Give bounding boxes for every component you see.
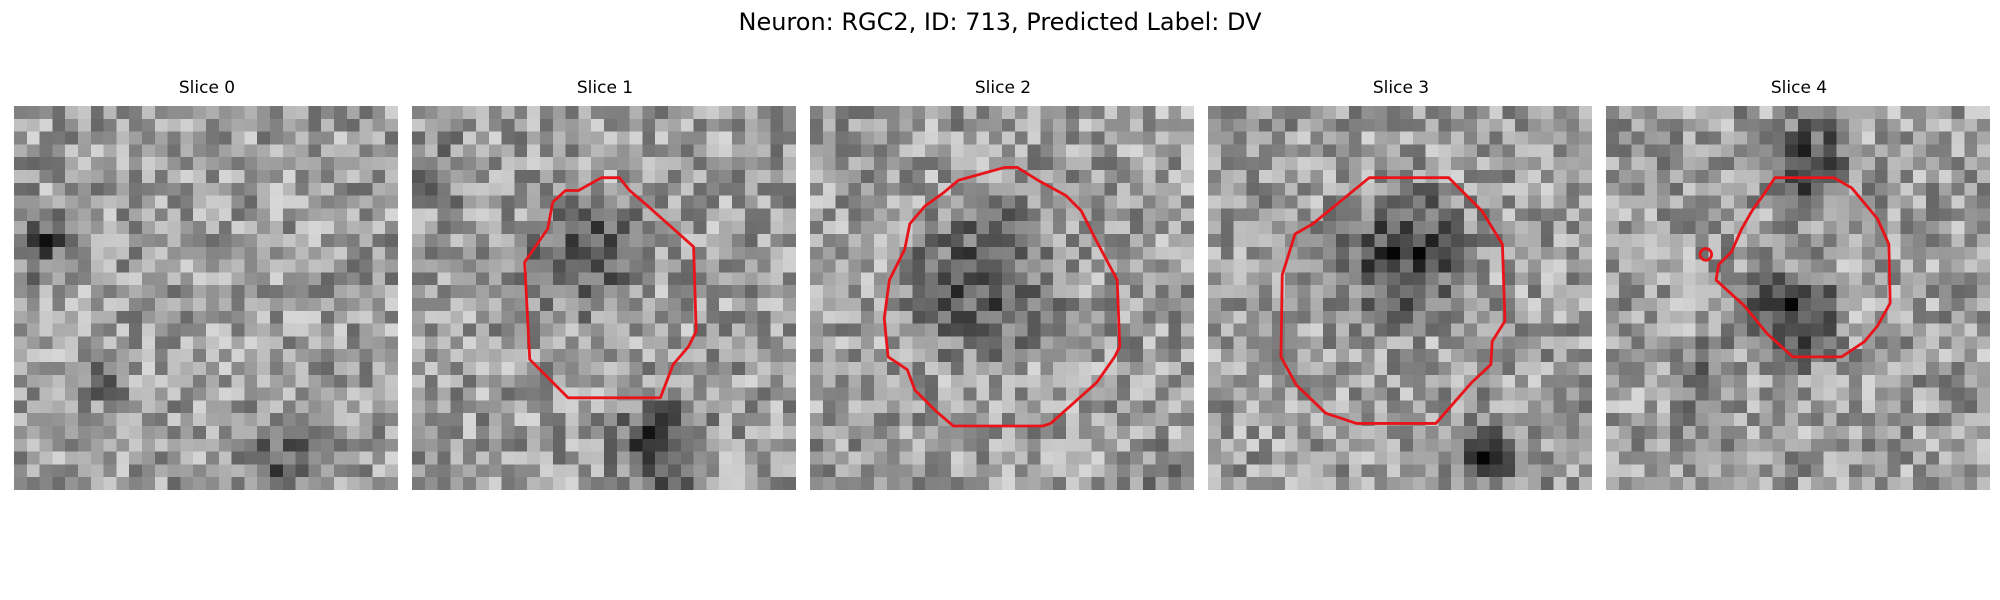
roi-contour: [882, 166, 1122, 428]
roi-contour: [523, 176, 698, 400]
slice-panel-4: Slice 4: [1606, 78, 1992, 490]
roi-contour: [1279, 176, 1507, 425]
slice-title: Slice 1: [576, 78, 634, 98]
slice-panel-0: Slice 0: [14, 78, 400, 490]
roi-contour-fragment: [1698, 247, 1714, 262]
slice-image: [412, 106, 796, 490]
slice-image: [14, 106, 398, 490]
slice-title: Slice 0: [178, 78, 236, 98]
slice-image: [1606, 106, 1990, 490]
slice-panel-3: Slice 3: [1208, 78, 1594, 490]
slice-panel-2: Slice 2: [810, 78, 1196, 490]
slice-title: Slice 4: [1770, 78, 1828, 98]
figure-title: Neuron: RGC2, ID: 713, Predicted Label: …: [738, 8, 1262, 36]
roi-contour: [1714, 176, 1892, 359]
slice-image: [1208, 106, 1592, 490]
slice-image: [810, 106, 1194, 490]
slice-title: Slice 3: [1372, 78, 1430, 98]
slice-panel-1: Slice 1: [412, 78, 798, 490]
slice-title: Slice 2: [974, 78, 1032, 98]
